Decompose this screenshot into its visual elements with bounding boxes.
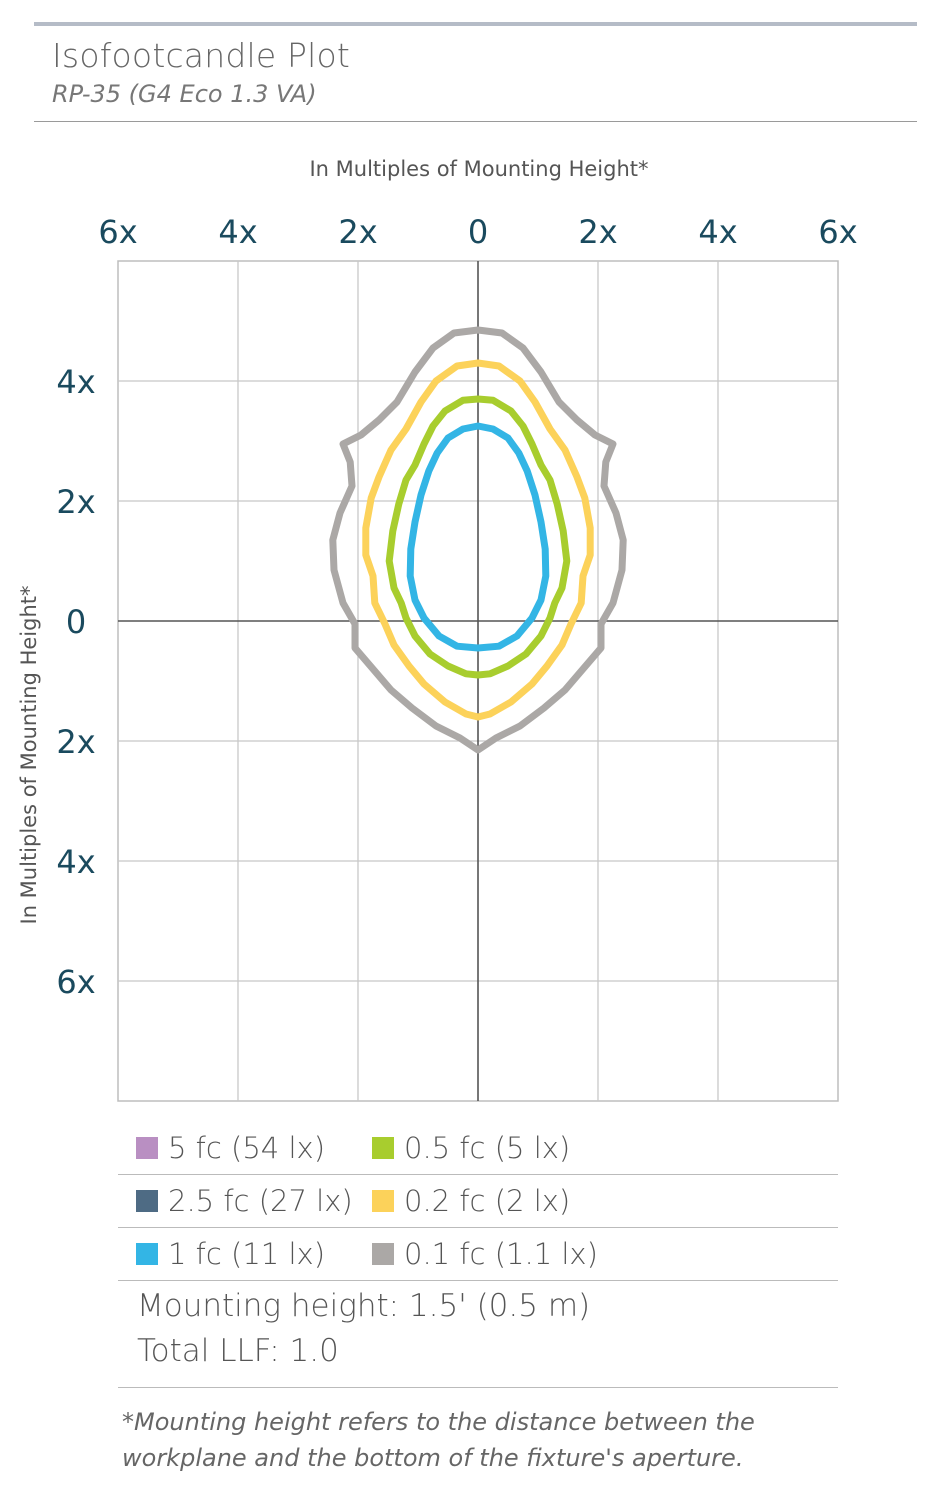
x-tick-label: 6x [818,213,857,251]
contour-0-5fc [385,395,571,679]
legend-row: 2.5 fc (27 lx) 0.2 fc (2 lx) [118,1175,838,1228]
mounting-notes: Mounting height: 1.5' (0.5 m) Total LLF:… [118,1284,838,1388]
legend-label: 0.2 fc (2 lx) [404,1184,571,1218]
legend-label: 2.5 fc (27 lx) [168,1184,353,1218]
legend-swatch [136,1190,158,1212]
page-title: Isofootcandle Plot [52,36,351,75]
x-tick-label: 4x [218,213,257,251]
contour-0-1fc [329,326,627,754]
mounting-height-note: Mounting height: 1.5' (0.5 m) [137,1288,591,1324]
x-tick-label: 2x [578,213,617,251]
legend-item-2-5fc: 2.5 fc (27 lx) [136,1175,353,1227]
legend-swatch [136,1243,158,1265]
legend-swatch [372,1190,394,1212]
contours [329,326,627,754]
legend-swatch [372,1137,394,1159]
y-tick-label: 2x [56,483,95,521]
legend-row: 5 fc (54 lx) 0.5 fc (5 lx) [118,1122,838,1175]
y-axis-label: In Multiples of Mounting Height* [17,585,41,924]
total-llf-note: Total LLF: 1.0 [137,1333,339,1369]
x-tick-label: 0 [468,213,488,251]
legend-label: 0.5 fc (5 lx) [404,1131,571,1165]
legend: 5 fc (54 lx) 0.5 fc (5 lx) 2.5 fc (27 lx… [118,1122,838,1281]
legend-swatch [372,1243,394,1265]
x-axis-label: In Multiples of Mounting Height* [309,157,648,181]
tick-labels: 6x 4x 2x 0 2x 4x 6x 4x 2x 0 2x 4x 6x [56,213,857,1001]
legend-item-5fc: 5 fc (54 lx) [136,1122,325,1174]
top-rule [34,22,917,26]
legend-label: 5 fc (54 lx) [168,1131,326,1165]
footnote: *Mounting height refers to the distance … [122,1404,882,1476]
contour-0-2fc [362,359,594,721]
legend-row: 1 fc (11 lx) 0.1 fc (1.1 lx) [118,1228,838,1281]
x-tick-label: 2x [338,213,377,251]
y-tick-label: 0 [66,603,86,641]
x-tick-label: 6x [98,213,137,251]
isofootcandle-chart: 6x 4x 2x 0 2x 4x 6x 4x 2x 0 2x 4x 6x In Multiples of… [17,157,858,1102]
legend-item-0-1fc: 0.1 fc (1.1 lx) [372,1228,598,1280]
x-tick-label: 4x [698,213,737,251]
legend-item-1fc: 1 fc (11 lx) [136,1228,325,1280]
footnote-line: *Mounting height refers to the distance … [122,1408,755,1436]
legend-label: 0.1 fc (1.1 lx) [404,1237,598,1271]
y-tick-label: 6x [56,963,95,1001]
legend-item-0-5fc: 0.5 fc (5 lx) [372,1122,570,1174]
legend-item-0-2fc: 0.2 fc (2 lx) [372,1175,570,1227]
page-subtitle: RP-35 (G4 Eco 1.3 VA) [52,80,317,108]
legend-swatch [136,1137,158,1159]
contour-1fc [406,422,550,652]
legend-label: 1 fc (11 lx) [168,1237,326,1271]
title-divider [34,121,917,122]
y-tick-label: 4x [56,363,95,401]
y-tick-label: 4x [56,843,95,881]
footnote-line: workplane and the bottom of the fixture'… [122,1444,744,1472]
y-tick-label: 2x [56,723,95,761]
